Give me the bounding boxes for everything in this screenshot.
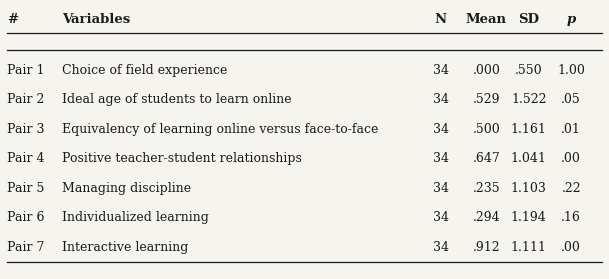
Text: Interactive learning: Interactive learning bbox=[62, 241, 188, 254]
Text: Positive teacher-student relationships: Positive teacher-student relationships bbox=[62, 152, 302, 165]
Text: Pair 4: Pair 4 bbox=[7, 152, 45, 165]
Text: .00: .00 bbox=[561, 241, 581, 254]
Text: 1.103: 1.103 bbox=[511, 182, 547, 195]
Text: Variables: Variables bbox=[62, 13, 130, 26]
Text: 1.041: 1.041 bbox=[511, 152, 547, 165]
Text: Pair 2: Pair 2 bbox=[7, 93, 45, 106]
Text: .000: .000 bbox=[473, 64, 501, 76]
Text: 1.522: 1.522 bbox=[511, 93, 546, 106]
Text: .500: .500 bbox=[473, 123, 500, 136]
Text: 34: 34 bbox=[433, 64, 449, 76]
Text: 34: 34 bbox=[433, 241, 449, 254]
Text: .00: .00 bbox=[561, 152, 581, 165]
Text: 34: 34 bbox=[433, 211, 449, 224]
Text: .529: .529 bbox=[473, 93, 500, 106]
Text: Choice of field experience: Choice of field experience bbox=[62, 64, 227, 76]
Text: 34: 34 bbox=[433, 182, 449, 195]
Text: 1.161: 1.161 bbox=[511, 123, 547, 136]
Text: 1.194: 1.194 bbox=[511, 211, 547, 224]
Text: .16: .16 bbox=[561, 211, 581, 224]
Text: 34: 34 bbox=[433, 152, 449, 165]
Text: Equivalency of learning online versus face-to-face: Equivalency of learning online versus fa… bbox=[62, 123, 378, 136]
Text: 34: 34 bbox=[433, 123, 449, 136]
Text: .235: .235 bbox=[473, 182, 500, 195]
Text: Individualized learning: Individualized learning bbox=[62, 211, 209, 224]
Text: Ideal age of students to learn online: Ideal age of students to learn online bbox=[62, 93, 292, 106]
Text: .912: .912 bbox=[473, 241, 500, 254]
Text: Pair 7: Pair 7 bbox=[7, 241, 45, 254]
Text: Mean: Mean bbox=[466, 13, 507, 26]
Text: Pair 5: Pair 5 bbox=[7, 182, 45, 195]
Text: Pair 3: Pair 3 bbox=[7, 123, 45, 136]
Text: #: # bbox=[7, 13, 18, 26]
Text: .01: .01 bbox=[561, 123, 581, 136]
Text: Managing discipline: Managing discipline bbox=[62, 182, 191, 195]
Text: Pair 1: Pair 1 bbox=[7, 64, 45, 76]
Text: 1.00: 1.00 bbox=[557, 64, 585, 76]
Text: p: p bbox=[566, 13, 576, 26]
Text: .294: .294 bbox=[473, 211, 500, 224]
Text: N: N bbox=[435, 13, 447, 26]
Text: .550: .550 bbox=[515, 64, 543, 76]
Text: .05: .05 bbox=[561, 93, 581, 106]
Text: .22: .22 bbox=[561, 182, 581, 195]
Text: Pair 6: Pair 6 bbox=[7, 211, 45, 224]
Text: .647: .647 bbox=[473, 152, 500, 165]
Text: 34: 34 bbox=[433, 93, 449, 106]
Text: SD: SD bbox=[518, 13, 540, 26]
Text: 1.111: 1.111 bbox=[511, 241, 547, 254]
